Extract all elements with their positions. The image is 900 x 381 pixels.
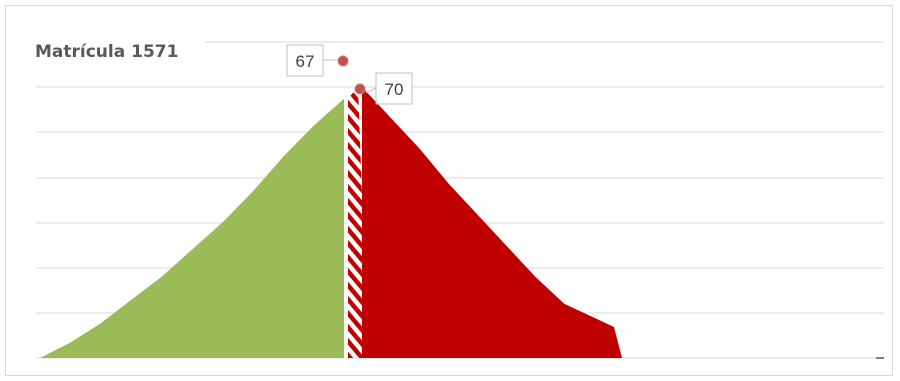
chart-title: Matrícula 1571 (35, 42, 179, 62)
data-point-marker (354, 83, 366, 95)
data-point-marker (337, 55, 349, 67)
data-label-leader (365, 87, 377, 94)
data-label: 70 (385, 80, 404, 99)
data-label: 67 (296, 52, 315, 71)
data-label-box (286, 44, 324, 77)
series-red-area (362, 87, 622, 358)
series-green-area (40, 98, 344, 358)
data-label-box (375, 72, 413, 105)
